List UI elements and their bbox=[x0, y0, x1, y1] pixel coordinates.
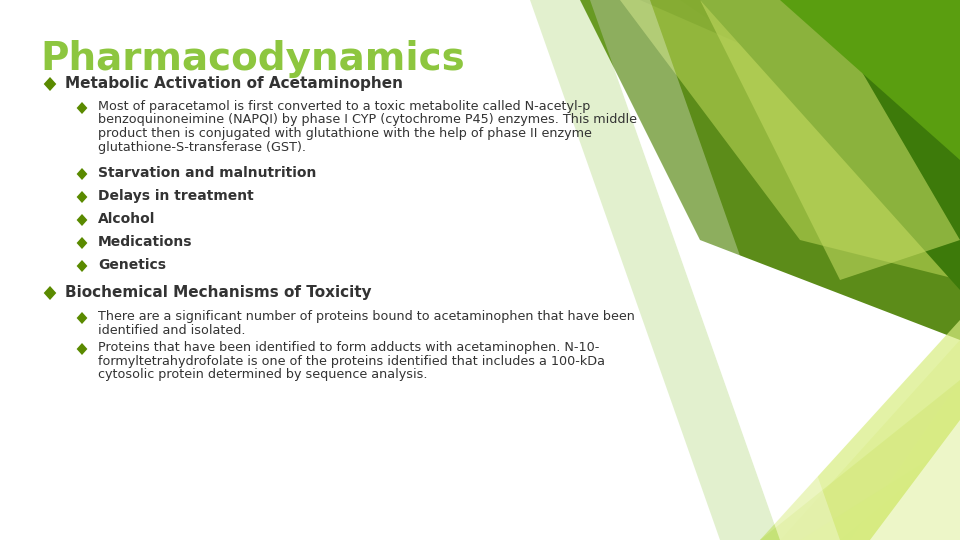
Text: Proteins that have been identified to form adducts with acetaminophen. N-10-: Proteins that have been identified to fo… bbox=[98, 341, 599, 354]
Text: There are a significant number of proteins bound to acetaminophen that have been: There are a significant number of protei… bbox=[98, 310, 635, 323]
Text: glutathione-S-transferase (GST).: glutathione-S-transferase (GST). bbox=[98, 140, 306, 153]
Polygon shape bbox=[77, 343, 87, 355]
Polygon shape bbox=[77, 102, 87, 114]
Polygon shape bbox=[77, 260, 87, 272]
Polygon shape bbox=[680, 0, 960, 190]
Text: Medications: Medications bbox=[98, 235, 193, 249]
Polygon shape bbox=[760, 0, 960, 240]
Polygon shape bbox=[820, 0, 960, 160]
Polygon shape bbox=[640, 0, 960, 140]
Text: cytosolic protein determined by sequence analysis.: cytosolic protein determined by sequence… bbox=[98, 368, 427, 381]
Polygon shape bbox=[700, 0, 960, 280]
Text: Pharmacodynamics: Pharmacodynamics bbox=[40, 40, 465, 78]
Text: product then is conjugated with glutathione with the help of phase II enzyme: product then is conjugated with glutathi… bbox=[98, 127, 592, 140]
Polygon shape bbox=[760, 380, 960, 540]
Polygon shape bbox=[840, 440, 960, 540]
Text: Biochemical Mechanisms of Toxicity: Biochemical Mechanisms of Toxicity bbox=[65, 285, 372, 300]
Text: Most of paracetamol is first converted to a toxic metabolite called N-acetyl-p: Most of paracetamol is first converted t… bbox=[98, 100, 590, 113]
Text: Starvation and malnutrition: Starvation and malnutrition bbox=[98, 166, 317, 180]
Polygon shape bbox=[77, 237, 87, 249]
Polygon shape bbox=[590, 0, 840, 540]
Text: Alcohol: Alcohol bbox=[98, 212, 156, 226]
Polygon shape bbox=[77, 168, 87, 180]
Polygon shape bbox=[44, 77, 57, 91]
Polygon shape bbox=[77, 312, 87, 324]
Polygon shape bbox=[760, 320, 960, 540]
Text: Delays in treatment: Delays in treatment bbox=[98, 189, 253, 203]
Polygon shape bbox=[870, 420, 960, 540]
Polygon shape bbox=[530, 0, 780, 540]
Polygon shape bbox=[780, 340, 960, 540]
Text: Genetics: Genetics bbox=[98, 258, 166, 272]
Polygon shape bbox=[77, 191, 87, 203]
Text: formyltetrahydrofolate is one of the proteins identified that includes a 100-kDa: formyltetrahydrofolate is one of the pro… bbox=[98, 354, 605, 368]
Polygon shape bbox=[750, 380, 960, 540]
Polygon shape bbox=[580, 0, 960, 340]
Polygon shape bbox=[620, 0, 960, 280]
Polygon shape bbox=[44, 286, 57, 300]
Text: Metabolic Activation of Acetaminophen: Metabolic Activation of Acetaminophen bbox=[65, 76, 403, 91]
Text: benzoquinoneimine (NAPQI) by phase I CYP (cytochrome P45) enzymes. This middle: benzoquinoneimine (NAPQI) by phase I CYP… bbox=[98, 113, 637, 126]
Polygon shape bbox=[800, 440, 960, 540]
Polygon shape bbox=[77, 214, 87, 226]
Polygon shape bbox=[700, 0, 960, 290]
Polygon shape bbox=[780, 0, 960, 160]
Text: identified and isolated.: identified and isolated. bbox=[98, 323, 246, 336]
